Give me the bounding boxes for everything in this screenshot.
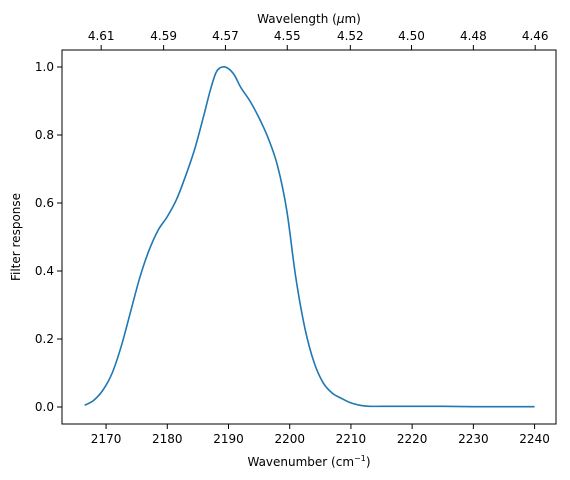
top-tick-label: 4.61 xyxy=(88,29,115,43)
x-tick-label: 2180 xyxy=(152,432,183,446)
bottom-axis: 2170 2180 2190 2200 2210 2220 2230 2240 xyxy=(91,424,550,446)
x-tick-label: 2220 xyxy=(397,432,428,446)
x-tick-label: 2230 xyxy=(458,432,489,446)
y-tick-label: 0.8 xyxy=(35,128,54,142)
x-axis-label-end: ) xyxy=(366,455,371,469)
y-tick-label: 1.0 xyxy=(35,60,54,74)
top-tick-label: 4.50 xyxy=(398,29,425,43)
x-tick-label: 2170 xyxy=(91,432,122,446)
filter-response-line xyxy=(84,66,535,408)
top-axis-label-mu: μ xyxy=(336,12,345,26)
y-tick-label: 0.4 xyxy=(35,264,54,278)
top-tick-label: 4.55 xyxy=(274,29,301,43)
x-axis-label-main: Wavenumber (cm xyxy=(247,455,354,469)
top-axis-label-end: m) xyxy=(344,12,360,26)
x-tick-label: 2240 xyxy=(519,432,550,446)
top-tick-label: 4.48 xyxy=(460,29,487,43)
y-tick-label: 0.2 xyxy=(35,332,54,346)
y-axis-label: Filter response xyxy=(9,193,23,281)
x-tick-label: 2210 xyxy=(336,432,367,446)
top-axis-label-main: Wavelength ( xyxy=(257,12,337,26)
top-tick-label: 4.57 xyxy=(212,29,239,43)
top-axis: 4.61 4.59 4.57 4.55 4.52 4.50 4.48 4.46 xyxy=(88,29,549,50)
y-tick-label: 0.6 xyxy=(35,196,54,210)
top-tick-label: 4.52 xyxy=(337,29,364,43)
y-tick-label: 0.0 xyxy=(35,400,54,414)
x-tick-label: 2200 xyxy=(274,432,305,446)
x-axis-label: Wavenumber (cm−1) xyxy=(247,454,370,469)
top-tick-label: 4.59 xyxy=(150,29,177,43)
plot-area xyxy=(61,49,557,425)
left-axis: 0.0 0.2 0.4 0.6 0.8 1.0 xyxy=(35,60,62,414)
x-tick-label: 2190 xyxy=(213,432,244,446)
top-axis-label: Wavelength (μm) xyxy=(257,12,361,26)
top-tick-label: 4.46 xyxy=(522,29,549,43)
x-axis-label-superscript: −1 xyxy=(354,454,366,463)
